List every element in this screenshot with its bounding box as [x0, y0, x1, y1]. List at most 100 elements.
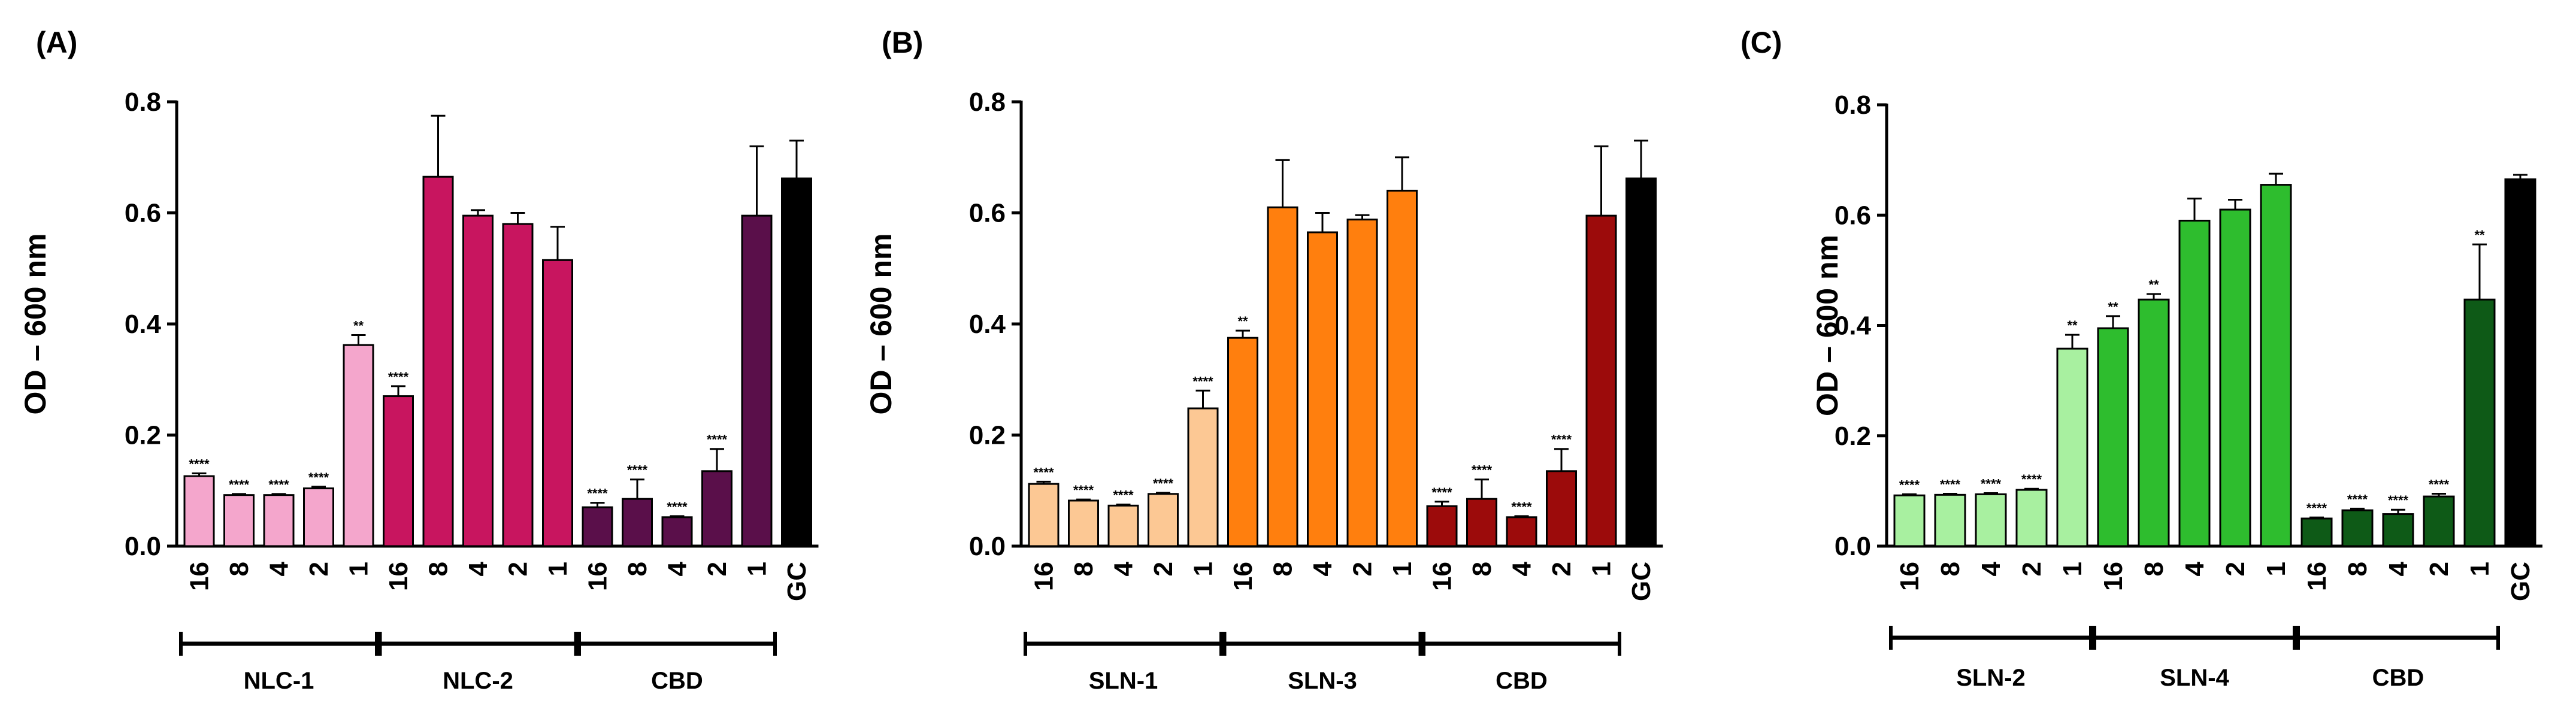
y-tick-label: 0.4	[125, 310, 162, 339]
bar	[2056, 347, 2088, 547]
bar	[383, 395, 414, 547]
x-tick-label: 4	[2180, 561, 2209, 576]
panel-label: (C)	[1740, 26, 1782, 59]
x-tick-label: GC	[2506, 562, 2535, 601]
x-tick-label: 8	[1069, 562, 1098, 576]
group-label: CBD	[1496, 668, 1548, 694]
bar	[701, 470, 732, 547]
x-tick-label: 1	[2465, 562, 2495, 576]
chart-panel-1: (A) OD – 600 nm 0.0 0.2 0.4 0.6 0.8 **** 16 **** 8…	[19, 26, 819, 694]
x-tick-label: 1	[2058, 562, 2087, 576]
x-tick-label: 4	[1308, 561, 1337, 576]
significance-label: ****	[1431, 485, 1452, 500]
significance-label: ****	[2347, 492, 2368, 507]
x-tick-label: 16	[583, 562, 613, 591]
x-tick-label: 16	[1895, 562, 1924, 591]
x-tick-label: 2	[2017, 562, 2047, 576]
significance-label: **	[2474, 228, 2485, 243]
x-tick-label: 16	[1030, 562, 1059, 591]
group-label: CBD	[2372, 665, 2424, 691]
x-tick-label: 8	[2343, 562, 2372, 576]
x-tick-label: 8	[1467, 562, 1497, 576]
x-tick-label: 8	[2139, 562, 2169, 576]
y-tick-label: 0.8	[125, 87, 161, 117]
bar	[2178, 219, 2211, 547]
significance-label: ****	[2021, 472, 2042, 487]
y-tick-label: 0.0	[125, 532, 161, 561]
bar	[542, 259, 573, 547]
x-tick-label: 4	[663, 561, 692, 576]
group-label: NLC-1	[244, 668, 314, 694]
bar	[1068, 499, 1099, 547]
bar	[1426, 505, 1458, 547]
bar	[422, 175, 454, 547]
panel-label: (A)	[36, 26, 77, 59]
y-tick-label: 0.8	[1835, 90, 1871, 120]
significance-label: ****	[667, 499, 688, 514]
group-label: NLC-2	[443, 668, 513, 694]
bar	[1975, 493, 2007, 547]
significance-label: ****	[1192, 374, 1213, 389]
x-tick-label: 16	[2302, 562, 2332, 591]
bar	[1107, 504, 1139, 547]
bar	[1267, 206, 1298, 547]
bar	[1346, 219, 1378, 547]
significance-label: ****	[1033, 465, 1054, 480]
significance-label: ****	[388, 369, 409, 384]
y-tick-label: 0.6	[969, 199, 1006, 228]
significance-label: ****	[1981, 477, 2002, 492]
bar	[2504, 178, 2536, 547]
bar	[2300, 517, 2333, 547]
x-tick-label: 4	[1976, 561, 2006, 576]
x-tick-label: 4	[265, 561, 294, 576]
x-tick-label: GC	[1627, 562, 1656, 601]
bar	[2260, 184, 2292, 547]
x-tick-label: 2	[703, 562, 732, 576]
bar	[1893, 494, 1926, 547]
chart-panel-3: (C)OD – 600 nm0.00.20.40.60.8****16****8…	[1740, 26, 2542, 691]
bar	[2219, 208, 2251, 547]
y-axis-title: OD – 600 nm	[1811, 235, 1844, 416]
bar	[263, 494, 295, 547]
bar	[741, 214, 773, 547]
bar	[343, 344, 374, 547]
y-axis-title: OD – 600 nm	[864, 234, 898, 415]
group-label: SLN-2	[1956, 665, 2026, 691]
significance-label: ****	[268, 477, 289, 492]
group-label: SLN-4	[2160, 665, 2229, 691]
x-tick-label: 16	[384, 562, 413, 591]
y-tick-label: 0.2	[969, 421, 1006, 450]
x-tick-label: 2	[1547, 562, 1576, 576]
x-tick-label: 16	[185, 562, 214, 591]
x-tick-label: 8	[225, 562, 254, 576]
x-tick-label: 2	[304, 562, 334, 576]
significance-label: ****	[1551, 432, 1572, 447]
bar	[1227, 337, 1258, 547]
x-tick-label: 8	[623, 562, 652, 576]
bar	[2015, 489, 2048, 547]
x-tick-label: 1	[2262, 562, 2291, 576]
panel-label: (B)	[882, 26, 923, 59]
x-tick-label: 2	[2221, 562, 2250, 576]
significance-label: ****	[1472, 463, 1493, 478]
significance-label: ****	[229, 477, 250, 492]
x-tick-label: 16	[2099, 562, 2128, 591]
x-tick-label: 1	[1388, 562, 1417, 576]
x-tick-label: 2	[1348, 562, 1378, 576]
bar	[223, 494, 255, 547]
bar	[1546, 470, 1577, 547]
bar	[1625, 177, 1657, 547]
x-tick-label: 2	[2424, 562, 2454, 576]
group-label: CBD	[651, 668, 703, 694]
bar	[622, 498, 653, 547]
bar	[2341, 509, 2374, 547]
bar	[462, 214, 494, 547]
x-tick-label: 4	[464, 561, 493, 576]
bar	[1506, 516, 1537, 547]
significance-label: ****	[189, 456, 210, 471]
bar	[183, 475, 215, 547]
significance-label: ****	[587, 486, 608, 501]
x-tick-label: 8	[424, 562, 453, 576]
x-tick-label: 8	[1269, 562, 1298, 576]
